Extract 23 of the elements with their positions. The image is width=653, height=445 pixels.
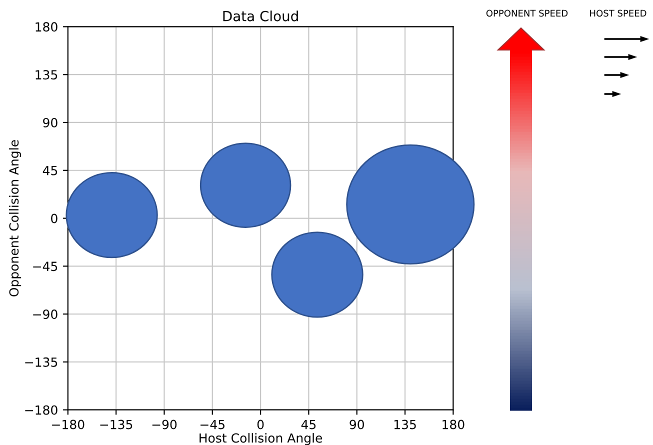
x-tick-label: −135: [100, 420, 132, 430]
y-tick-label: 180: [36, 22, 58, 32]
y-tick-label: 135: [36, 70, 58, 80]
x-tick-label: −45: [200, 420, 224, 430]
x-tick-label: 45: [301, 420, 316, 430]
x-tick-label: −180: [52, 420, 84, 430]
text: OPPONENT SPEED: [486, 10, 568, 17]
y-tick-label: 90: [43, 118, 58, 128]
x-tick-label: 90: [350, 420, 364, 430]
x-tick-label: 135: [394, 420, 416, 430]
y-tick-label: 0: [51, 214, 58, 224]
x-axis-title: Host Collision Angle: [200, 433, 322, 445]
x-tick-label: 180: [442, 420, 464, 430]
y-tick-label: −45: [33, 262, 58, 272]
chart-title: Data Cloud: [223, 10, 298, 22]
y-tick-label: −180: [25, 405, 58, 415]
y-tick-label: 45: [42, 166, 58, 176]
text: HOST SPEED: [590, 10, 646, 17]
y-tick-label: −90: [33, 310, 58, 319]
x-tick-label: 0: [257, 420, 264, 430]
x-tick-label: −90: [152, 420, 177, 430]
y-axis-title: Opponent Collision Angle: [8, 140, 22, 296]
y-tick-label: −135: [25, 357, 58, 367]
